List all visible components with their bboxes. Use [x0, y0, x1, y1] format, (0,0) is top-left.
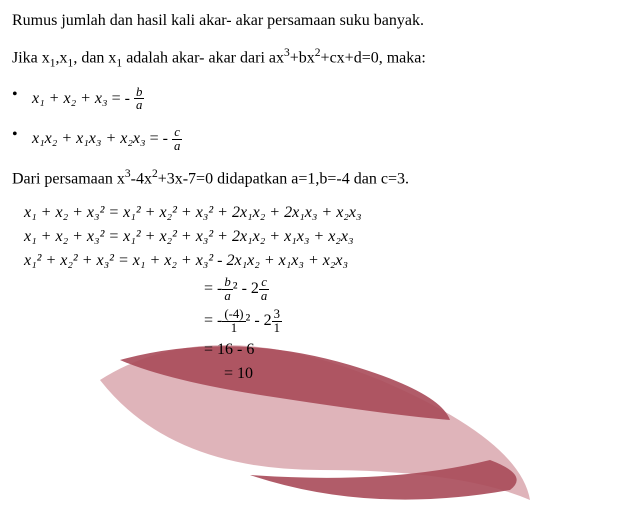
- formula-sum: • x₁ + x₂ + x₃ = - ba: [12, 86, 629, 113]
- bullet-icon: •: [12, 86, 28, 104]
- formula-list: • x₁ + x₂ + x₃ = - ba • x₁x₂ + x₁x₃ + x₂…: [12, 86, 629, 153]
- intro-line-1: Rumus jumlah dan hasil kali akar- akar p…: [12, 10, 629, 32]
- eq-line-1: x₁ + x₂ + x₃² = x₁² + x₂² + x₃² + 2x₁x₂ …: [24, 204, 629, 222]
- eq-line-4: = -ba² - 2ca: [204, 276, 629, 303]
- intro-line-2: Jika x1,x1, dan x1 adalah akar- akar dar…: [12, 46, 629, 72]
- formula-product: • x₁x₂ + x₁x₃ + x₂x₃ = - ca: [12, 126, 629, 153]
- given-values: Dari persamaan x3-4x2+3x-7=0 didapatkan …: [12, 167, 629, 190]
- eq-line-5: = -(-4)1² - 231: [204, 308, 629, 335]
- eq-line-6: = 16 - 6: [204, 341, 629, 359]
- bullet-icon: •: [12, 126, 28, 144]
- derivation-block: x₁ + x₂ + x₃² = x₁² + x₂² + x₃² + 2x₁x₂ …: [24, 204, 629, 383]
- eq-line-3: x₁² + x₂² + x₃² = x₁ + x₂ + x₃² - 2x₁x₂ …: [24, 252, 629, 270]
- eq-line-7: = 10: [224, 365, 629, 383]
- eq-line-2: x₁ + x₂ + x₃² = x₁² + x₂² + x₃² + 2x₁x₂ …: [24, 228, 629, 246]
